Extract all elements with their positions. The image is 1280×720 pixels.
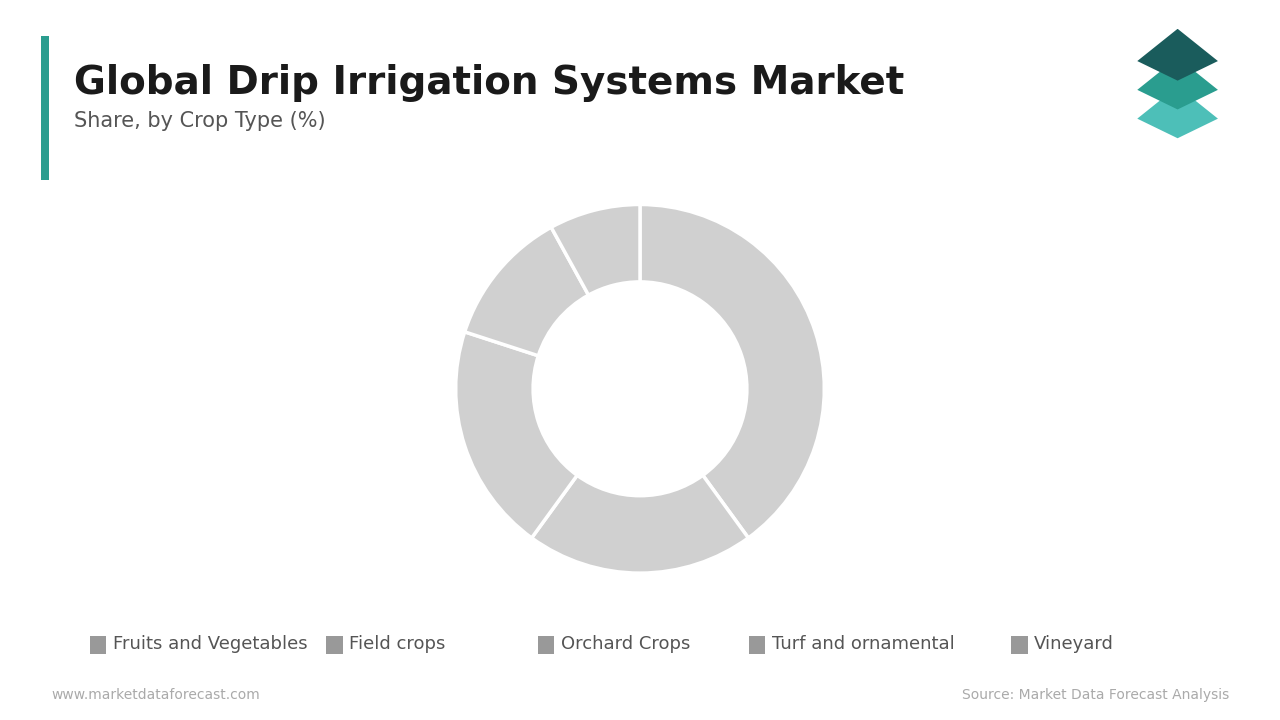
- Text: www.marketdataforecast.com: www.marketdataforecast.com: [51, 688, 260, 702]
- Polygon shape: [1138, 58, 1219, 109]
- Polygon shape: [1138, 86, 1219, 138]
- Text: Field crops: Field crops: [349, 636, 445, 654]
- Wedge shape: [640, 204, 824, 538]
- Polygon shape: [1138, 29, 1219, 81]
- Text: Vineyard: Vineyard: [1034, 636, 1114, 654]
- Text: Orchard Crops: Orchard Crops: [561, 636, 690, 654]
- Wedge shape: [456, 332, 577, 538]
- Text: Source: Market Data Forecast Analysis: Source: Market Data Forecast Analysis: [961, 688, 1229, 702]
- Wedge shape: [465, 228, 589, 356]
- Text: Turf and ornamental: Turf and ornamental: [772, 636, 955, 654]
- Text: Share, by Crop Type (%): Share, by Crop Type (%): [74, 111, 326, 131]
- Text: Global Drip Irrigation Systems Market: Global Drip Irrigation Systems Market: [74, 64, 905, 102]
- Wedge shape: [552, 204, 640, 295]
- Wedge shape: [531, 475, 749, 573]
- Text: Fruits and Vegetables: Fruits and Vegetables: [113, 636, 307, 654]
